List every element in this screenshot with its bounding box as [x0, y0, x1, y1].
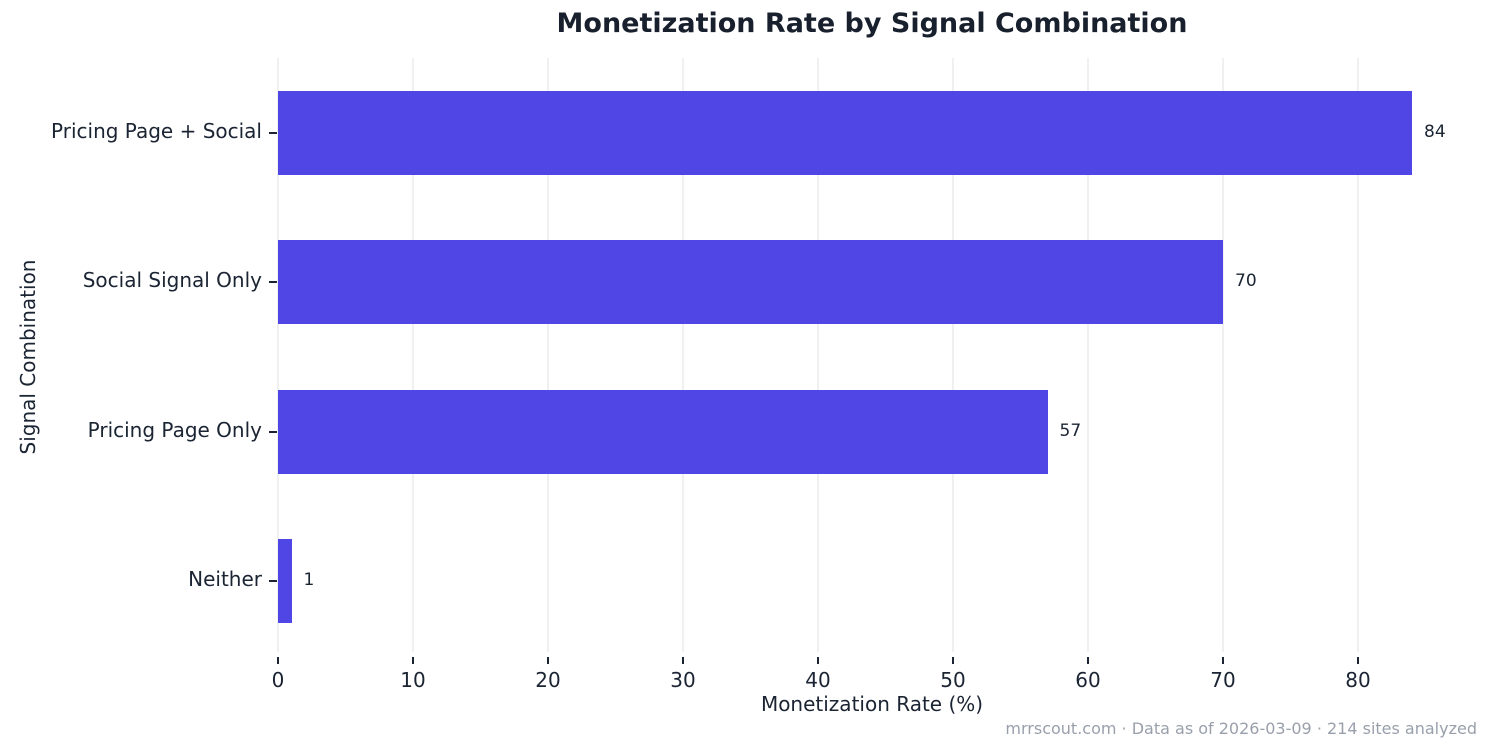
y-tick-mark [269, 430, 277, 433]
gridline-x30 [682, 58, 684, 652]
category-label: Social Signal Only [82, 268, 262, 293]
x-tick-label: 20 [535, 668, 561, 692]
bar-pricing-page-social [278, 90, 1412, 175]
value-label: 57 [1059, 420, 1082, 441]
gridline-x80 [1357, 58, 1359, 652]
x-tick-label: 60 [1075, 668, 1101, 692]
bar-pricing-page-only [278, 389, 1048, 474]
category-label: Pricing Page + Social [51, 118, 262, 143]
x-tick-mark [412, 657, 414, 664]
bar-social-signal-only [278, 240, 1223, 325]
x-tick-mark [547, 657, 549, 664]
x-axis-label: Monetization Rate (%) [760, 692, 984, 716]
gridline-x70 [1222, 58, 1224, 652]
source-footer: mrrscout.com · Data as of 2026-03-09 · 2… [1005, 719, 1477, 738]
x-tick-mark [1087, 657, 1089, 664]
x-tick-label: 30 [670, 668, 696, 692]
x-tick-label: 70 [1210, 668, 1236, 692]
y-tick-mark [269, 580, 277, 583]
gridline-x20 [547, 58, 549, 652]
x-tick-label: 0 [271, 668, 285, 692]
gridline-x0 [277, 58, 279, 652]
gridline-x40 [817, 58, 819, 652]
x-tick-label: 40 [805, 668, 831, 692]
x-tick-mark [817, 657, 819, 664]
chart-title: Monetization Rate by Signal Combination [556, 8, 1188, 39]
x-tick-label: 10 [400, 668, 426, 692]
gridline-x50 [952, 58, 954, 652]
gridline-x10 [412, 58, 414, 652]
x-tick-mark [1357, 657, 1359, 664]
x-tick-label: 50 [940, 668, 966, 692]
x-tick-mark [277, 657, 279, 664]
y-tick-mark [269, 281, 277, 284]
gridline-x60 [1087, 58, 1089, 652]
value-label: 1 [303, 570, 315, 591]
y-axis-label: Signal Combination [16, 259, 40, 455]
bar-neither [278, 539, 292, 624]
x-tick-mark [682, 657, 684, 664]
x-tick-label: 80 [1345, 668, 1371, 692]
value-label: 70 [1235, 271, 1257, 292]
category-label: Neither [188, 567, 262, 592]
value-label: 84 [1424, 121, 1446, 142]
category-label: Pricing Page Only [87, 417, 262, 442]
y-tick-mark [269, 131, 277, 134]
x-tick-mark [1222, 657, 1224, 664]
x-tick-mark [952, 657, 954, 664]
